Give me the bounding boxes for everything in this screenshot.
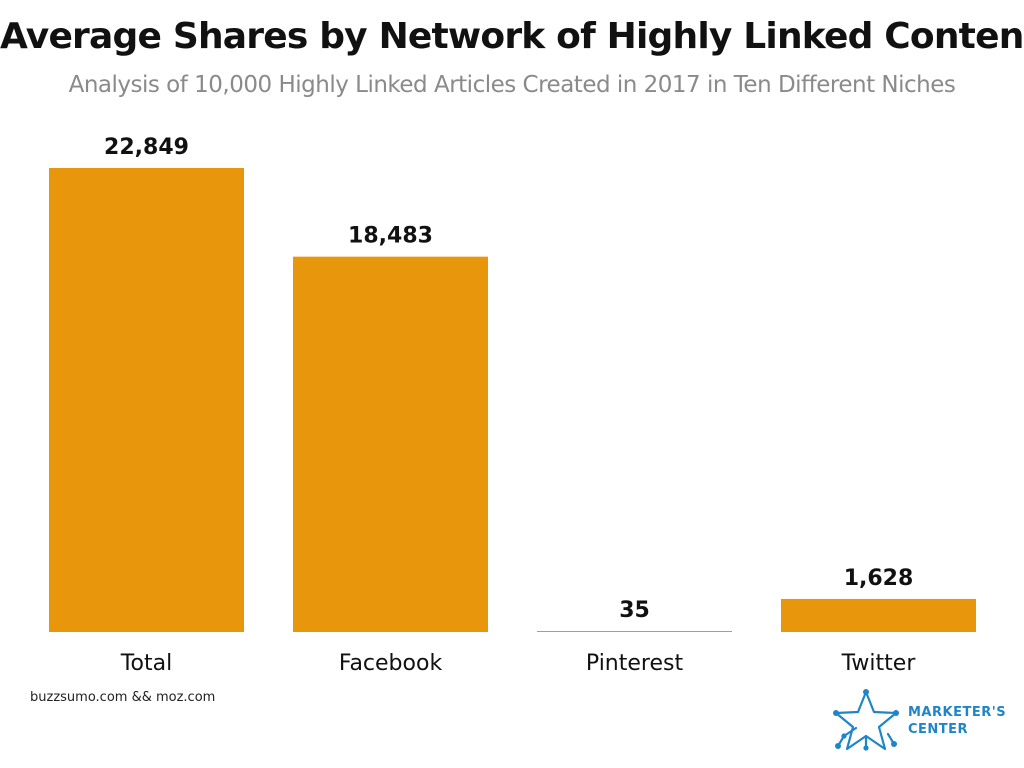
- chart-title: Average Shares by Network of Highly Link…: [0, 16, 1024, 57]
- bar-facebook: [293, 256, 488, 632]
- logo-wordmark: MARKETER'S CENTER: [908, 704, 1006, 738]
- star-network-icon: [833, 689, 899, 751]
- source-note: buzzsumo.com && moz.com: [30, 690, 216, 705]
- chart-subtitle: Analysis of 10,000 Highly Linked Article…: [68, 72, 956, 98]
- category-label-total: Total: [120, 651, 172, 676]
- category-label-twitter: Twitter: [841, 651, 917, 676]
- bar-twitter: [781, 598, 976, 632]
- bar-pinterest: [537, 631, 732, 632]
- logo-line-1: MARKETER'S: [908, 705, 1007, 720]
- category-label-facebook: Facebook: [339, 651, 443, 676]
- data-label-facebook: 18,483: [348, 224, 433, 249]
- logo-line-2: CENTER: [908, 722, 969, 737]
- data-label-total: 22,849: [104, 135, 189, 160]
- bar-total: [49, 168, 244, 632]
- data-label-pinterest: 35: [619, 598, 650, 623]
- marketers-center-logo: MARKETER'S CENTER: [830, 688, 1010, 756]
- data-label-twitter: 1,628: [844, 566, 914, 591]
- category-label-pinterest: Pinterest: [586, 651, 684, 676]
